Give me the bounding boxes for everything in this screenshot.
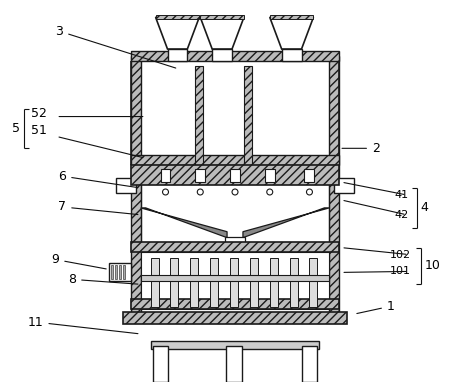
- Polygon shape: [131, 299, 339, 309]
- Polygon shape: [244, 66, 252, 165]
- Text: 51: 51: [32, 124, 47, 137]
- Text: 7: 7: [58, 200, 138, 214]
- Circle shape: [232, 189, 238, 195]
- Polygon shape: [270, 17, 313, 49]
- Text: 2: 2: [342, 142, 380, 155]
- Text: 102: 102: [389, 250, 411, 260]
- Polygon shape: [151, 341, 320, 349]
- Polygon shape: [141, 208, 227, 238]
- Polygon shape: [230, 257, 238, 307]
- Polygon shape: [304, 169, 314, 182]
- Polygon shape: [123, 265, 125, 279]
- Polygon shape: [141, 252, 329, 309]
- Polygon shape: [212, 49, 232, 61]
- Polygon shape: [152, 346, 169, 381]
- Text: 52: 52: [32, 107, 47, 120]
- Polygon shape: [265, 169, 275, 182]
- Polygon shape: [131, 165, 339, 185]
- Polygon shape: [329, 56, 339, 319]
- Polygon shape: [310, 257, 317, 307]
- Text: 8: 8: [68, 273, 138, 286]
- Text: 42: 42: [395, 210, 409, 220]
- Polygon shape: [151, 257, 159, 307]
- Polygon shape: [116, 178, 136, 193]
- Polygon shape: [156, 15, 199, 19]
- Text: 1: 1: [357, 300, 395, 314]
- Polygon shape: [210, 257, 218, 307]
- Polygon shape: [123, 312, 347, 324]
- Text: 4: 4: [421, 201, 429, 214]
- Polygon shape: [270, 257, 278, 307]
- Text: 41: 41: [395, 190, 409, 200]
- Polygon shape: [190, 257, 198, 307]
- Polygon shape: [302, 346, 317, 381]
- Polygon shape: [156, 17, 199, 49]
- Text: 10: 10: [425, 259, 440, 272]
- Polygon shape: [230, 169, 240, 182]
- Polygon shape: [109, 264, 131, 282]
- Polygon shape: [131, 51, 339, 61]
- Text: 5: 5: [12, 122, 19, 135]
- Polygon shape: [170, 257, 178, 307]
- Polygon shape: [226, 346, 242, 381]
- Polygon shape: [250, 257, 258, 307]
- Polygon shape: [282, 49, 302, 61]
- Polygon shape: [131, 242, 339, 252]
- Polygon shape: [195, 169, 205, 182]
- Polygon shape: [243, 208, 329, 238]
- Polygon shape: [200, 15, 244, 19]
- Text: 101: 101: [390, 267, 411, 277]
- Polygon shape: [131, 56, 141, 319]
- Circle shape: [306, 189, 312, 195]
- Polygon shape: [115, 265, 117, 279]
- Polygon shape: [111, 265, 113, 279]
- Polygon shape: [141, 275, 329, 282]
- Polygon shape: [119, 265, 121, 279]
- Polygon shape: [131, 155, 339, 165]
- Polygon shape: [225, 237, 245, 245]
- Circle shape: [267, 189, 273, 195]
- Text: 9: 9: [51, 253, 106, 269]
- Polygon shape: [160, 169, 170, 182]
- Circle shape: [162, 189, 169, 195]
- Text: 6: 6: [59, 170, 138, 188]
- Text: 11: 11: [28, 316, 138, 334]
- Text: 3: 3: [55, 25, 176, 68]
- Polygon shape: [270, 15, 313, 19]
- Polygon shape: [195, 66, 203, 165]
- Polygon shape: [334, 178, 354, 193]
- Polygon shape: [290, 257, 297, 307]
- Polygon shape: [168, 49, 187, 61]
- Polygon shape: [200, 17, 244, 49]
- Circle shape: [197, 189, 203, 195]
